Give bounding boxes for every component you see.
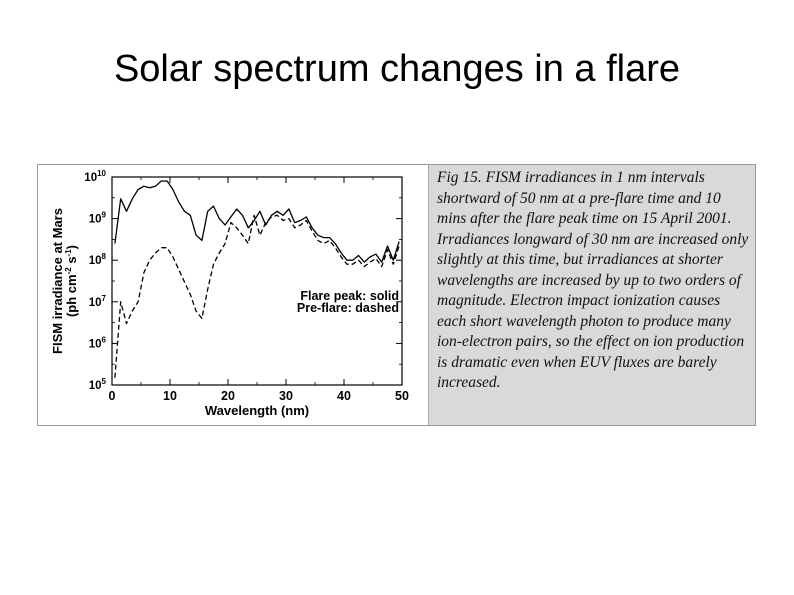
flare-peak-solid-line xyxy=(114,180,400,263)
legend-solid-label: Flare peak: solid xyxy=(300,289,399,303)
series-layer xyxy=(114,180,400,378)
preflare-dashed-line xyxy=(114,214,400,378)
x-tick-label: 30 xyxy=(279,389,293,403)
x-tick-label: 10 xyxy=(163,389,177,403)
y-axis-ticks: 105 106 107 108 109 1010 xyxy=(84,169,402,392)
figure-box: 105 106 107 108 109 1010 0 10 20 30 40 50 Flare pe… xyxy=(37,164,756,426)
y-tick-label: 105 xyxy=(89,377,107,392)
irradiance-chart: 105 106 107 108 109 1010 0 10 20 30 40 50 Flare pe… xyxy=(50,169,409,418)
chart-area: 105 106 107 108 109 1010 0 10 20 30 40 50 Flare pe… xyxy=(38,165,428,425)
slide-title: Solar spectrum changes in a flare xyxy=(113,48,681,90)
x-tick-label: 20 xyxy=(221,389,235,403)
y-tick-label: 107 xyxy=(89,294,107,309)
x-axis-ticks: 0 10 20 30 40 50 xyxy=(109,177,409,403)
y-tick-label: 1010 xyxy=(84,169,106,184)
caption-panel: Fig 15. FISM irradiances in 1 nm interva… xyxy=(428,165,755,425)
legend-dashed-label: Pre-flare: dashed xyxy=(297,301,399,315)
y-axis-label-line1: FISM irradiance at Mars xyxy=(50,208,65,354)
x-tick-label: 40 xyxy=(337,389,351,403)
y-axis-label-line2: (ph cm-2 s-1) xyxy=(64,245,79,317)
plot-frame xyxy=(111,176,403,386)
x-axis-label: Wavelength (nm) xyxy=(205,403,309,418)
y-tick-label: 106 xyxy=(89,335,107,350)
figure-caption: Fig 15. FISM irradiances in 1 nm interva… xyxy=(437,169,749,391)
x-tick-label: 50 xyxy=(395,389,409,403)
x-tick-label: 0 xyxy=(109,389,116,403)
y-tick-label: 108 xyxy=(89,252,107,267)
y-tick-label: 109 xyxy=(89,211,107,226)
